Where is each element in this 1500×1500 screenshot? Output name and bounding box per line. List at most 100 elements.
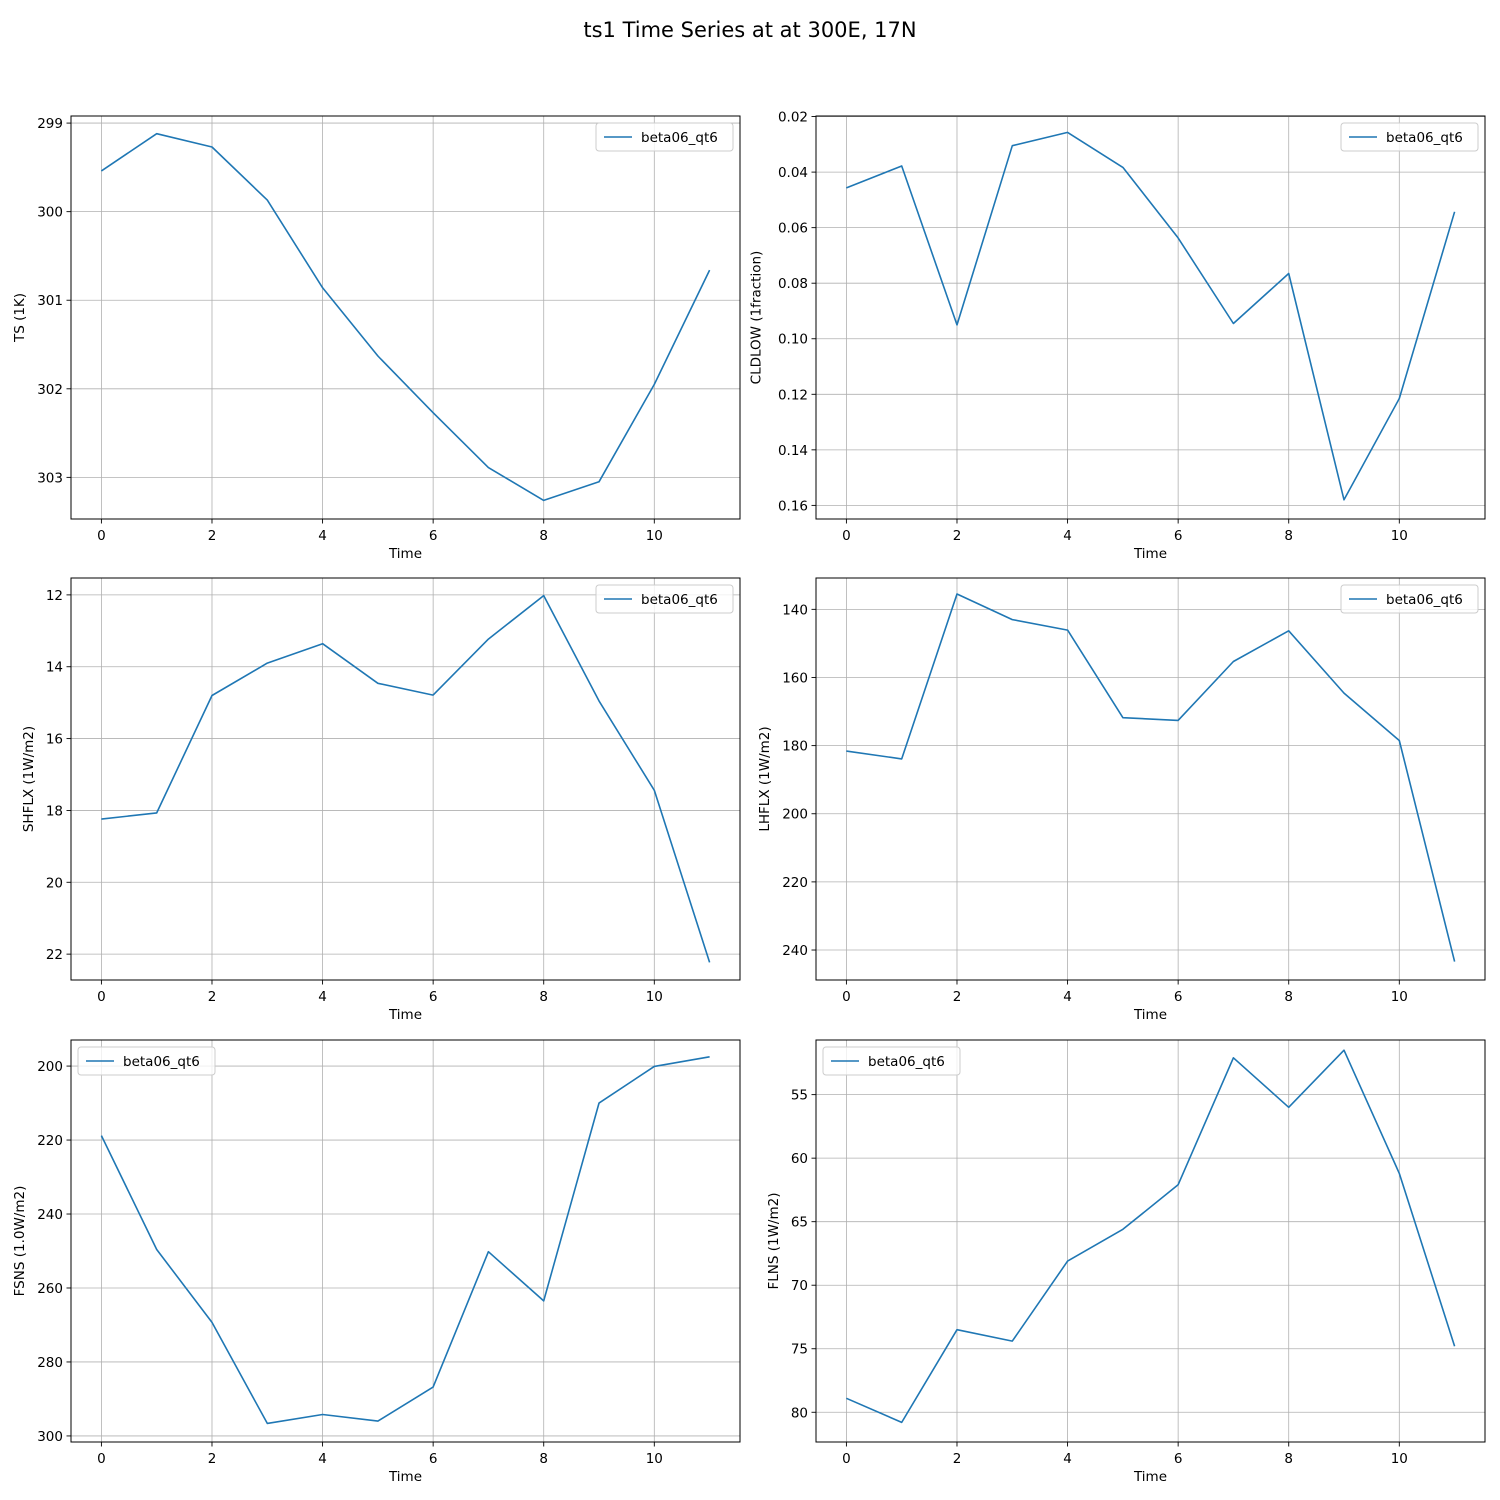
y-tick-label: 14	[46, 660, 63, 676]
series-line-1	[846, 1049, 1456, 1424]
plot-frame	[70, 115, 741, 520]
y-tick-label: 80	[791, 1405, 808, 1421]
series-line-1	[846, 593, 1456, 962]
x-tick-label: 10	[1391, 1451, 1408, 1467]
legend: beta06_qt6	[595, 122, 734, 152]
x-tick-label: 4	[318, 528, 327, 544]
y-tick-label: 0.14	[778, 443, 808, 459]
series-line-1	[100, 1056, 710, 1425]
y-tick-label: 70	[791, 1278, 808, 1294]
plot-frame	[70, 577, 741, 981]
x-tick-label: 0	[97, 1451, 106, 1467]
x-tick-label: 0	[842, 989, 851, 1005]
y-tick-label: 302	[37, 382, 63, 398]
y-tick-label: 0.04	[778, 165, 808, 181]
y-tick-label: 299	[37, 116, 63, 132]
y-tick-label: 18	[46, 803, 63, 819]
y-tick-label: 200	[782, 807, 808, 823]
y-tick-label: 0.08	[778, 276, 808, 292]
x-axis-label: Time	[1133, 1007, 1167, 1023]
legend-box	[822, 1046, 961, 1076]
x-tick-label: 4	[1063, 989, 1072, 1005]
x-tick-label: 4	[318, 989, 327, 1005]
y-tick-label: 0.02	[778, 110, 808, 126]
y-axis-label: SHFLX (1W/m2)	[21, 726, 37, 832]
x-tick-label: 10	[1391, 528, 1408, 544]
legend: beta06_qt6	[77, 1046, 216, 1076]
figure-title: ts1 Time Series at at 300E, 17N	[583, 18, 916, 42]
x-tick-label: 6	[429, 1451, 438, 1467]
y-tick-label: 140	[782, 602, 808, 618]
y-tick-label: 300	[37, 1429, 63, 1445]
subplot-5: 0 2 4 6 8 10 200 220 240 260 280 300 Time FSNS (1.0W/…	[12, 1039, 741, 1485]
x-axis-label: Time	[1133, 1469, 1167, 1485]
y-tick-label: 0.10	[778, 332, 808, 348]
y-tick-label: 0.12	[778, 387, 808, 403]
x-tick-label: 2	[953, 989, 962, 1005]
y-axis-label: FSNS (1.0W/m2)	[12, 1186, 28, 1297]
x-tick-label: 6	[429, 989, 438, 1005]
legend-box	[595, 122, 734, 152]
legend: beta06_qt6	[1340, 122, 1479, 152]
y-tick-label: 75	[791, 1342, 808, 1358]
x-tick-label: 10	[646, 989, 663, 1005]
y-tick-label: 260	[37, 1281, 63, 1297]
y-axis-label: LHFLX (1W/m2)	[757, 726, 773, 831]
x-tick-label: 2	[208, 989, 217, 1005]
plot-frame	[815, 577, 1486, 981]
x-tick-label: 0	[97, 989, 106, 1005]
x-tick-label: 8	[1284, 1451, 1293, 1467]
x-tick-label: 8	[539, 989, 548, 1005]
subplot-2: 0 2 4 6 8 10 0.02 0.04 0.06 0.08 0.10 0.12 0.14 0.16 T…	[749, 110, 1486, 562]
y-tick-label: 55	[791, 1088, 808, 1104]
x-tick-label: 2	[953, 528, 962, 544]
legend-label: beta06_qt6	[641, 130, 718, 146]
plot-frame	[70, 1039, 741, 1443]
x-tick-label: 10	[646, 528, 663, 544]
x-axis-label: Time	[388, 1007, 422, 1023]
legend-box	[1340, 584, 1479, 614]
series-line-1	[101, 594, 711, 963]
y-tick-label: 16	[46, 732, 63, 748]
y-axis-label: CLDLOW (1fraction)	[749, 251, 765, 385]
subplot-6: 0 2 4 6 8 10 55 60 65 70 75 80 Time FLNS (1W/m2) beta0…	[766, 1039, 1486, 1485]
y-tick-label: 301	[37, 293, 63, 309]
y-tick-label: 200	[37, 1059, 63, 1075]
y-tick-label: 12	[46, 588, 63, 604]
y-tick-label: 240	[37, 1207, 63, 1223]
x-tick-label: 8	[539, 528, 548, 544]
x-tick-label: 6	[429, 528, 438, 544]
series-line-1	[100, 132, 711, 502]
subplots-grid: 0 2 4 6 8 10 299 300 301 302 303 Time TS (1K) beta06_…	[12, 110, 1486, 1485]
x-axis-label: Time	[388, 546, 422, 562]
x-tick-label: 4	[1063, 1451, 1072, 1467]
series-line-1	[846, 131, 1456, 501]
x-axis-label: Time	[1133, 546, 1167, 562]
x-tick-label: 2	[208, 528, 217, 544]
x-tick-label: 6	[1174, 528, 1183, 544]
x-tick-label: 4	[1063, 528, 1072, 544]
x-tick-label: 8	[1284, 989, 1293, 1005]
y-tick-label: 280	[37, 1355, 63, 1371]
x-tick-label: 10	[646, 1451, 663, 1467]
legend: beta06_qt6	[595, 584, 734, 614]
x-tick-label: 10	[1391, 989, 1408, 1005]
x-tick-label: 6	[1174, 989, 1183, 1005]
x-tick-label: 6	[1174, 1451, 1183, 1467]
plot-frame	[815, 115, 1486, 520]
y-tick-label: 180	[782, 739, 808, 755]
legend-box	[595, 584, 734, 614]
legend-label: beta06_qt6	[868, 1054, 945, 1070]
x-tick-label: 8	[539, 1451, 548, 1467]
legend-label: beta06_qt6	[1386, 130, 1463, 146]
x-tick-label: 4	[318, 1451, 327, 1467]
y-tick-label: 60	[791, 1151, 808, 1167]
y-tick-label: 160	[782, 670, 808, 686]
y-tick-label: 220	[37, 1133, 63, 1149]
x-tick-label: 0	[842, 1451, 851, 1467]
legend-label: beta06_qt6	[1386, 592, 1463, 608]
legend-label: beta06_qt6	[123, 1054, 200, 1070]
y-tick-label: 220	[782, 875, 808, 891]
x-tick-label: 0	[97, 528, 106, 544]
